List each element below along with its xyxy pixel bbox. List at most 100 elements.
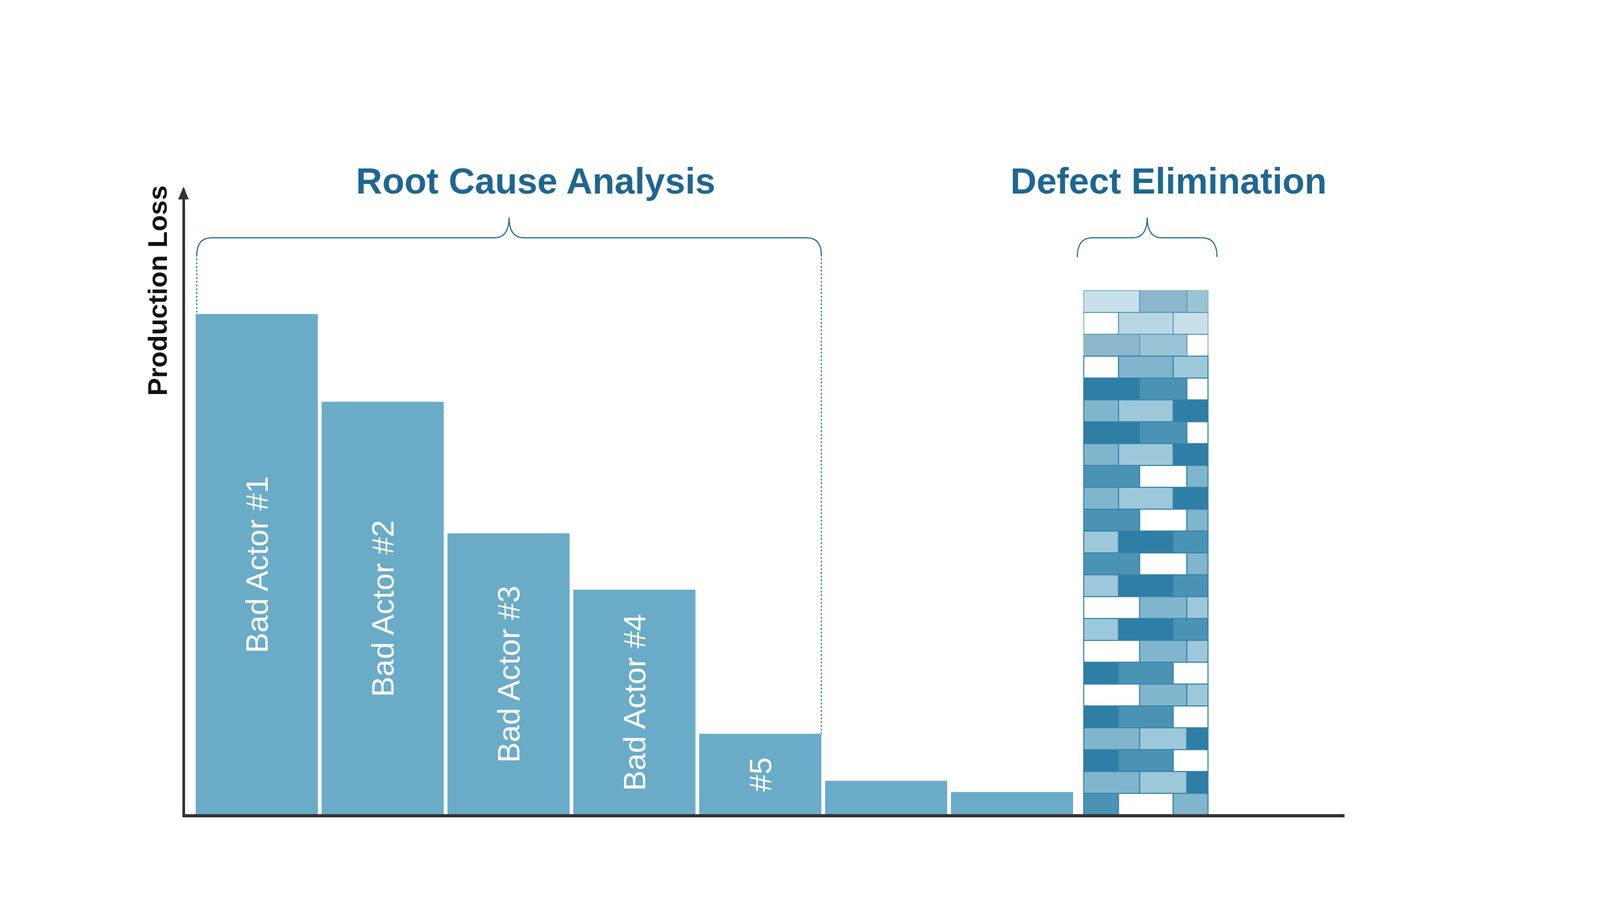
tower-block	[1118, 443, 1174, 466]
tower-block	[1083, 509, 1140, 532]
bar	[321, 402, 444, 816]
tower-block	[1139, 509, 1188, 532]
bar	[195, 314, 318, 816]
tower-block	[1118, 312, 1174, 335]
tower-block	[1083, 400, 1119, 422]
tower-block	[1118, 531, 1174, 554]
tower-block	[1118, 793, 1174, 816]
bar-label: Bad Actor #3	[491, 586, 526, 764]
x-axis-line	[182, 814, 1345, 818]
tower-block	[1186, 378, 1208, 400]
tower-block	[1139, 290, 1188, 313]
tower-block	[1139, 728, 1188, 750]
annotation: Defect Elimination	[1010, 160, 1327, 202]
tower-block	[1083, 334, 1140, 357]
tower-block	[1118, 662, 1174, 685]
tower-block	[1173, 618, 1208, 641]
tower-block	[1118, 618, 1174, 641]
y-axis-arrow	[178, 186, 189, 200]
brace	[196, 217, 822, 255]
tower-block	[1186, 465, 1208, 488]
tower-block	[1083, 749, 1119, 772]
tower-block	[1173, 662, 1208, 685]
y-axis-line	[182, 189, 186, 816]
tower-block	[1186, 640, 1208, 663]
tower-block	[1083, 771, 1140, 794]
bar	[825, 780, 948, 816]
y-axis-title: Production Loss	[142, 185, 173, 396]
tower-block	[1083, 421, 1140, 444]
tower-block	[1173, 443, 1208, 466]
y-axis	[183, 189, 184, 816]
tower-block	[1173, 400, 1208, 422]
tower-block	[1139, 771, 1188, 794]
tower-block	[1083, 443, 1119, 466]
tower-block	[1118, 356, 1174, 379]
tower-block	[1118, 574, 1174, 597]
tower-block	[1139, 465, 1188, 488]
bar-label: Bad Actor #1	[239, 476, 275, 654]
tower-block	[1083, 706, 1119, 728]
tower-block	[1139, 553, 1188, 575]
tower-block	[1083, 618, 1119, 641]
tower-block	[1173, 574, 1208, 597]
tower-block	[1139, 596, 1188, 619]
tower-block	[1083, 596, 1140, 619]
tower-block	[1083, 378, 1140, 400]
tower-block	[1173, 749, 1208, 772]
tower-block	[1118, 749, 1174, 772]
tower-block	[1083, 290, 1140, 313]
tower	[1083, 290, 1208, 816]
tower-block	[1083, 728, 1140, 750]
tower-block	[1083, 793, 1119, 816]
bar	[950, 792, 1074, 816]
annotations: Root Cause Analysis Defect Elimination	[196, 160, 1327, 734]
tower-block	[1173, 356, 1208, 379]
bar	[573, 589, 696, 816]
chart: Bad Actor #1 Bad Actor #2 Bad Actor #3 Bad …	[0, 0, 1600, 900]
brace	[1077, 217, 1218, 258]
tower-block	[1118, 400, 1174, 422]
tower-block	[1139, 684, 1188, 707]
bar	[699, 733, 822, 816]
tower-block	[1083, 531, 1119, 554]
bar-label: Bad Actor #2	[365, 520, 400, 698]
tower-block	[1118, 487, 1174, 510]
bar-label: Bad Actor #4	[617, 613, 652, 791]
tower-block	[1139, 421, 1188, 444]
tower-block	[1083, 465, 1140, 488]
bars	[195, 314, 1074, 816]
tower-block	[1186, 290, 1208, 313]
tower-block	[1186, 728, 1208, 750]
tower-block	[1083, 640, 1140, 663]
tower-block	[1186, 596, 1208, 619]
tower-block	[1139, 640, 1188, 663]
tower-block	[1083, 356, 1119, 379]
tower-block	[1173, 706, 1208, 728]
tower-block	[1173, 312, 1208, 335]
tower-block	[1118, 706, 1174, 728]
bar-label: #5	[742, 757, 778, 792]
tower-block	[1139, 378, 1188, 400]
bar-labels: Bad Actor #1 Bad Actor #2 Bad Actor #3 Bad …	[239, 476, 778, 792]
tower-block	[1083, 553, 1140, 575]
tower-block	[1186, 553, 1208, 575]
tower-block	[1173, 487, 1208, 510]
tower-block	[1083, 684, 1140, 707]
annotation: Root Cause Analysis	[356, 160, 716, 202]
bar	[447, 533, 570, 816]
brace-guide	[196, 254, 198, 315]
tower-block	[1186, 771, 1208, 794]
tower-block	[1083, 662, 1119, 685]
tower-block	[1083, 487, 1119, 510]
tower-block	[1186, 509, 1208, 532]
brace-guide	[820, 254, 822, 734]
tower-block	[1186, 334, 1208, 357]
tower-block	[1173, 793, 1208, 816]
tower-block	[1186, 421, 1208, 444]
tower-block	[1173, 531, 1208, 554]
tower-block	[1139, 334, 1188, 357]
tower-block	[1083, 312, 1119, 335]
tower-block	[1083, 574, 1119, 597]
tower-block	[1186, 684, 1208, 707]
